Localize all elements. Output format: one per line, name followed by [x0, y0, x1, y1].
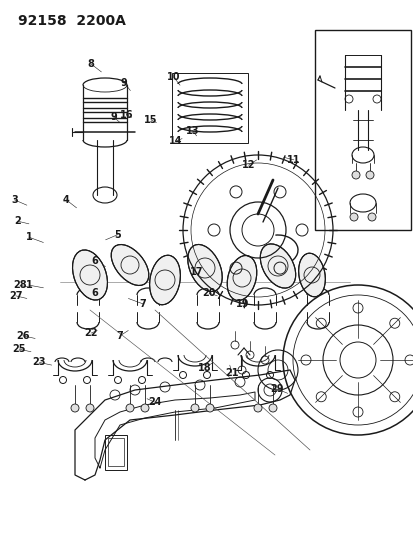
Circle shape: [206, 404, 214, 412]
Text: 5: 5: [114, 230, 121, 239]
Text: 13: 13: [185, 126, 199, 135]
Text: 23: 23: [33, 358, 46, 367]
Text: 18: 18: [198, 363, 211, 373]
Text: 19: 19: [235, 299, 248, 309]
Text: 11: 11: [287, 155, 300, 165]
Bar: [105, 435, 127, 470]
Text: 24: 24: [148, 398, 161, 407]
Text: 7: 7: [139, 299, 146, 309]
Ellipse shape: [227, 255, 256, 301]
Text: 6: 6: [92, 256, 98, 266]
Circle shape: [141, 404, 149, 412]
Text: 6: 6: [92, 288, 98, 298]
Circle shape: [349, 213, 357, 221]
Text: 14: 14: [169, 136, 182, 146]
Circle shape: [190, 404, 199, 412]
Text: 10: 10: [167, 72, 180, 82]
Bar: [314, 30, 410, 230]
Circle shape: [86, 404, 94, 412]
Text: 1: 1: [26, 232, 32, 242]
Circle shape: [365, 171, 373, 179]
Ellipse shape: [260, 244, 295, 288]
Text: 12: 12: [241, 160, 254, 170]
Text: 2: 2: [14, 216, 21, 226]
Text: 3: 3: [11, 195, 18, 205]
Text: 9: 9: [110, 112, 117, 122]
Text: 4: 4: [63, 195, 69, 205]
Text: 28: 28: [13, 280, 26, 290]
Circle shape: [71, 404, 79, 412]
Text: 25: 25: [12, 344, 26, 354]
Text: 17: 17: [190, 267, 203, 277]
Text: 29: 29: [270, 384, 283, 394]
Text: 15: 15: [144, 115, 157, 125]
Text: 8: 8: [88, 59, 94, 69]
Text: 21: 21: [225, 368, 238, 378]
Text: 22: 22: [84, 328, 97, 338]
Ellipse shape: [298, 253, 325, 297]
Text: 1: 1: [26, 280, 32, 290]
Text: 26: 26: [16, 331, 29, 341]
Text: 16: 16: [119, 110, 133, 119]
Ellipse shape: [188, 245, 222, 292]
Circle shape: [351, 171, 359, 179]
Text: 9: 9: [121, 78, 127, 87]
Text: 27: 27: [9, 291, 22, 301]
Circle shape: [126, 404, 134, 412]
Bar: [171, 73, 247, 143]
Text: 7: 7: [116, 331, 123, 341]
Circle shape: [254, 404, 261, 412]
Text: 20: 20: [202, 288, 215, 298]
Circle shape: [268, 404, 276, 412]
Bar: [108, 438, 124, 466]
Ellipse shape: [111, 245, 148, 286]
Text: 92158  2200A: 92158 2200A: [18, 14, 126, 28]
Ellipse shape: [149, 255, 180, 305]
Ellipse shape: [72, 250, 107, 300]
Circle shape: [367, 213, 375, 221]
